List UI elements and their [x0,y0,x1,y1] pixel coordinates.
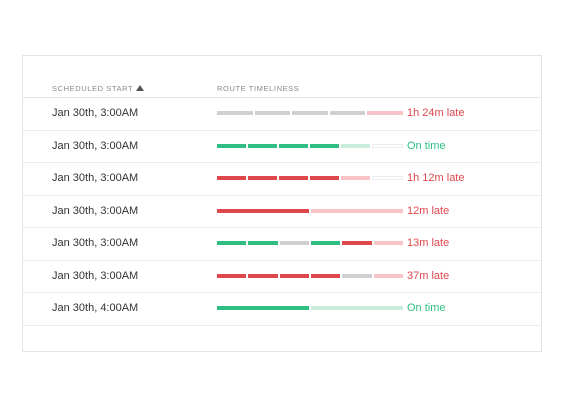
timeliness-segment-pink [311,208,403,213]
timeliness-segment-ontime [217,306,309,310]
timeliness-status: On time [407,302,446,314]
table-row[interactable]: Jan 30th, 3:00AM 1h 24m late [23,98,541,131]
timeliness-segment-empty [372,176,403,180]
timeliness-bar [217,143,403,148]
timeliness-status: On time [407,139,446,152]
timeliness-segment-late [217,176,246,180]
timeliness-segment-ontime [217,143,246,148]
timeliness-segment-ontime [248,143,277,148]
timeliness-segment-gray [342,273,372,278]
timeliness-status: 1h 24m late [407,107,465,119]
timeliness-segment-late [279,176,308,180]
scheduled-start-column-header[interactable]: SCHEDULED START [52,84,145,93]
timeliness-segment-pink [367,111,403,115]
table-row[interactable]: Jan 30th, 3:00AM On time [23,131,541,163]
timeliness-segment-gray [279,241,309,245]
timeliness-segment-late [310,273,341,278]
timeliness-segment-mint [341,143,370,148]
timeliness-segment-late [310,176,339,180]
route-timeliness-column-header: ROUTE TIMELINESS [217,84,299,93]
timeliness-segment-late [217,273,247,278]
table-row[interactable]: Jan 30th, 3:00AM 1h 12m late [23,163,541,196]
scheduled-start-cell: Jan 30th, 3:00AM [52,237,139,249]
timeliness-segment-pink [341,176,370,180]
timeliness-status: 12m late [407,204,450,217]
table-row[interactable]: Jan 30th, 4:00AM On time [23,293,541,326]
timeliness-status: 1h 12m late [407,172,465,184]
timeliness-segment-pink [373,273,403,278]
timeliness-bar [217,111,403,115]
table-row[interactable]: Jan 30th, 3:00AM 12m late [23,196,541,228]
timeliness-segment-ontime [217,241,247,245]
timeliness-segment-pink [373,241,403,245]
sort-ascending-icon[interactable] [136,85,145,91]
table-row[interactable]: Jan 30th, 3:00AM 37m late [23,261,541,293]
timeliness-bar [217,176,403,180]
route-timeliness-header-label: ROUTE TIMELINESS [217,84,300,93]
timeliness-segment-ontime [279,143,308,148]
timeliness-segment-gray [254,111,291,115]
route-timeliness-table: SCHEDULED START ROUTE TIMELINESS Jan 30t… [22,55,542,352]
scheduled-start-cell: Jan 30th, 3:00AM [52,139,139,152]
timeliness-segment-late [342,241,372,245]
timeliness-segment-gray [217,111,253,115]
table-row[interactable]: Jan 30th, 3:00AM 13m late [23,228,541,261]
timeliness-bar [217,241,403,245]
timeliness-status: 13m late [407,237,450,249]
timeliness-bar [217,273,403,278]
scheduled-start-header-label: SCHEDULED START [52,84,134,93]
timeliness-segment-gray [329,111,366,115]
table-header: SCHEDULED START ROUTE TIMELINESS [23,56,541,98]
timeliness-segment-late [217,208,309,213]
timeliness-segment-late [279,273,309,278]
timeliness-bar [217,208,403,213]
timeliness-segment-mint [311,306,403,310]
scheduled-start-cell: Jan 30th, 3:00AM [52,269,139,282]
scheduled-start-cell: Jan 30th, 3:00AM [52,204,139,217]
timeliness-segment-ontime [310,143,339,148]
timeliness-segment-late [248,273,278,278]
timeliness-segment-ontime [310,241,341,245]
timeliness-segment-late [248,176,277,180]
scheduled-start-cell: Jan 30th, 3:00AM [52,172,139,184]
timeliness-bar [217,306,403,310]
timeliness-segment-empty [372,143,403,148]
scheduled-start-cell: Jan 30th, 3:00AM [52,107,139,119]
timeliness-status: 37m late [407,269,450,282]
timeliness-segment-ontime [248,241,278,245]
scheduled-start-cell: Jan 30th, 4:00AM [52,302,139,314]
timeliness-segment-gray [292,111,328,115]
